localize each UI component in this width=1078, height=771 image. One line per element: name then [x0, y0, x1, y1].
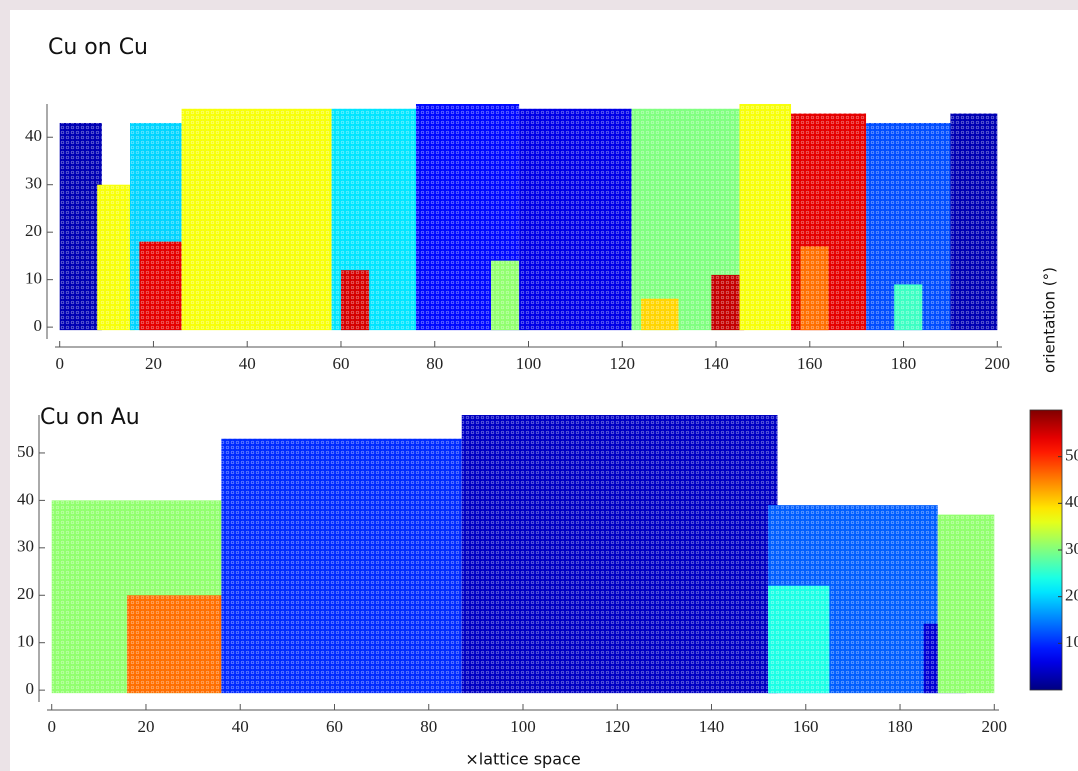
chart-title: Cu on Au [40, 405, 140, 430]
grain-texture [768, 586, 829, 693]
x-tick-label: 160 [797, 354, 823, 373]
grain-texture [139, 242, 181, 330]
y-tick-label: 0 [34, 316, 43, 335]
x-tick-label: 200 [982, 717, 1008, 736]
grain-texture [894, 284, 922, 330]
colorbar-tick-label: 10 [1065, 632, 1078, 651]
y-tick-label: 10 [25, 269, 42, 288]
y-tick-label: 30 [25, 174, 42, 193]
figure: Cu on Cu02040608010012014016018020001020… [0, 0, 1078, 771]
y-tick-label: 40 [17, 489, 34, 508]
colorbar-tick-label: 20 [1065, 586, 1078, 605]
grain-texture [938, 515, 995, 694]
x-tick-label: 120 [605, 717, 631, 736]
y-tick-label: 20 [25, 221, 42, 240]
grain-texture [739, 104, 791, 330]
x-tick-label: 100 [516, 354, 542, 373]
x-tick-label: 60 [332, 354, 349, 373]
x-tick-label: 60 [326, 717, 343, 736]
x-tick-label: 40 [232, 717, 249, 736]
x-tick-label: 20 [145, 354, 162, 373]
x-tick-label: 160 [793, 717, 819, 736]
grain-texture [800, 246, 828, 330]
x-tick-label: 180 [887, 717, 913, 736]
y-tick-label: 10 [17, 632, 34, 651]
x-tick-label: 80 [420, 717, 437, 736]
y-tick-label: 20 [17, 584, 34, 603]
grain-texture [711, 275, 744, 330]
grain-texture [97, 185, 135, 330]
x-tick-label: 200 [985, 354, 1011, 373]
grain-texture [341, 270, 369, 330]
colorbar-tick-label: 50 [1065, 446, 1078, 465]
x-tick-label: 0 [55, 354, 64, 373]
grain-texture [182, 109, 332, 330]
colorbar-tick-label: 30 [1065, 539, 1078, 558]
x-tick-label: 20 [137, 717, 154, 736]
x-axis-label: ×lattice space [465, 750, 580, 769]
x-tick-label: 140 [703, 354, 729, 373]
y-tick-label: 40 [25, 126, 42, 145]
x-tick-label: 80 [426, 354, 443, 373]
x-tick-label: 100 [510, 717, 536, 736]
x-tick-label: 180 [891, 354, 917, 373]
colorbar [1030, 410, 1062, 690]
grain-texture [60, 123, 102, 330]
grain-texture [519, 109, 632, 330]
grain-texture [127, 595, 221, 693]
y-tick-label: 30 [17, 537, 34, 556]
y-tick-label: 0 [26, 679, 35, 698]
chart-title: Cu on Cu [48, 35, 148, 60]
y-tick-label: 50 [17, 442, 34, 461]
grain-texture [221, 439, 461, 693]
x-tick-label: 140 [699, 717, 725, 736]
x-tick-label: 0 [47, 717, 56, 736]
colorbar-tick-label: 40 [1065, 492, 1078, 511]
x-tick-label: 40 [239, 354, 256, 373]
grain-texture [641, 299, 679, 330]
grain-texture [462, 415, 778, 693]
x-tick-label: 120 [610, 354, 636, 373]
grain-texture [950, 113, 997, 330]
colorbar-label: orientation (°) [1041, 267, 1059, 373]
